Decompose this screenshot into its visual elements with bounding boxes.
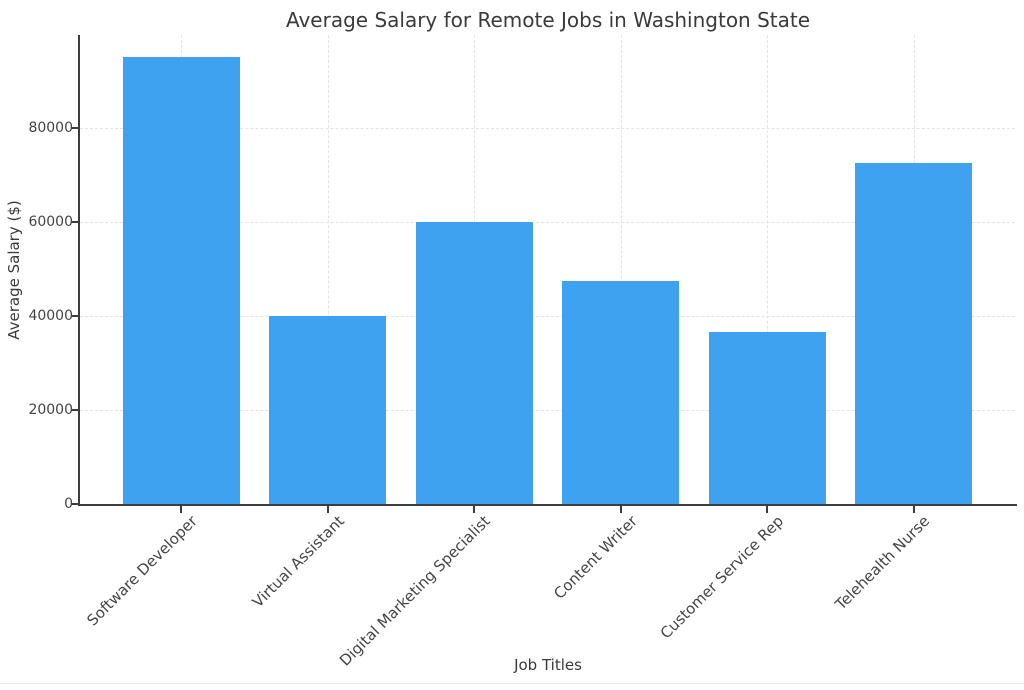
ytick-mark-60000 xyxy=(71,220,78,223)
y-axis-title: Average Salary ($) xyxy=(5,200,23,340)
xtick-label-customer-service-rep: Customer Service Rep xyxy=(656,512,788,643)
xtick-mark-content-writer xyxy=(619,506,622,513)
xtick-mark-telehealth-nurse xyxy=(912,506,915,513)
xtick-mark-customer-service-rep xyxy=(766,506,769,513)
gridline-y-80000 xyxy=(80,127,1015,129)
ytick-label-20000: 20000 xyxy=(28,401,73,418)
ytick-mark-20000 xyxy=(71,408,78,411)
xtick-mark-digital-marketing-specialist xyxy=(473,506,476,513)
xtick-label-content-writer: Content Writer xyxy=(549,512,641,603)
plot-area xyxy=(80,35,1015,504)
bar-customer-service-rep xyxy=(708,332,826,504)
xtick-mark-software-developer xyxy=(180,506,183,513)
bar-content-writer xyxy=(562,280,680,504)
gridline-x-customer-service-rep xyxy=(767,35,769,504)
ytick-mark-0 xyxy=(71,503,78,505)
ytick-label-60000: 60000 xyxy=(28,213,73,230)
xtick-label-software-developer: Software Developer xyxy=(83,512,201,630)
ytick-mark-40000 xyxy=(71,314,78,317)
ytick-label-0: 0 xyxy=(64,496,73,512)
bar-virtual-assistant xyxy=(269,315,387,504)
gridline-y-40000 xyxy=(80,315,1015,317)
y-axis-spine xyxy=(78,35,80,506)
bar-software-developer xyxy=(122,57,240,504)
ytick-label-80000: 80000 xyxy=(28,119,73,136)
gridline-x-virtual-assistant xyxy=(327,35,329,504)
bar-telehealth-nurse xyxy=(855,163,973,504)
gridline-y-20000 xyxy=(80,409,1015,411)
xtick-label-telehealth-nurse: Telehealth Nurse xyxy=(832,512,934,614)
x-axis-title: Job Titles xyxy=(514,656,582,674)
gridline-x-content-writer xyxy=(620,35,622,504)
xtick-label-virtual-assistant: Virtual Assistant xyxy=(248,512,348,612)
page-bottom-rule xyxy=(0,683,1024,684)
ytick-mark-80000 xyxy=(71,126,78,129)
ytick-label-40000: 40000 xyxy=(28,307,73,324)
xtick-mark-virtual-assistant xyxy=(326,506,329,513)
chart-title: Average Salary for Remote Jobs in Washin… xyxy=(285,8,811,32)
bar-digital-marketing-specialist xyxy=(415,221,533,504)
x-axis-spine xyxy=(78,504,1017,506)
xtick-label-digital-marketing-specialist: Digital Marketing Specialist xyxy=(336,512,494,670)
gridline-y-60000 xyxy=(80,221,1015,223)
